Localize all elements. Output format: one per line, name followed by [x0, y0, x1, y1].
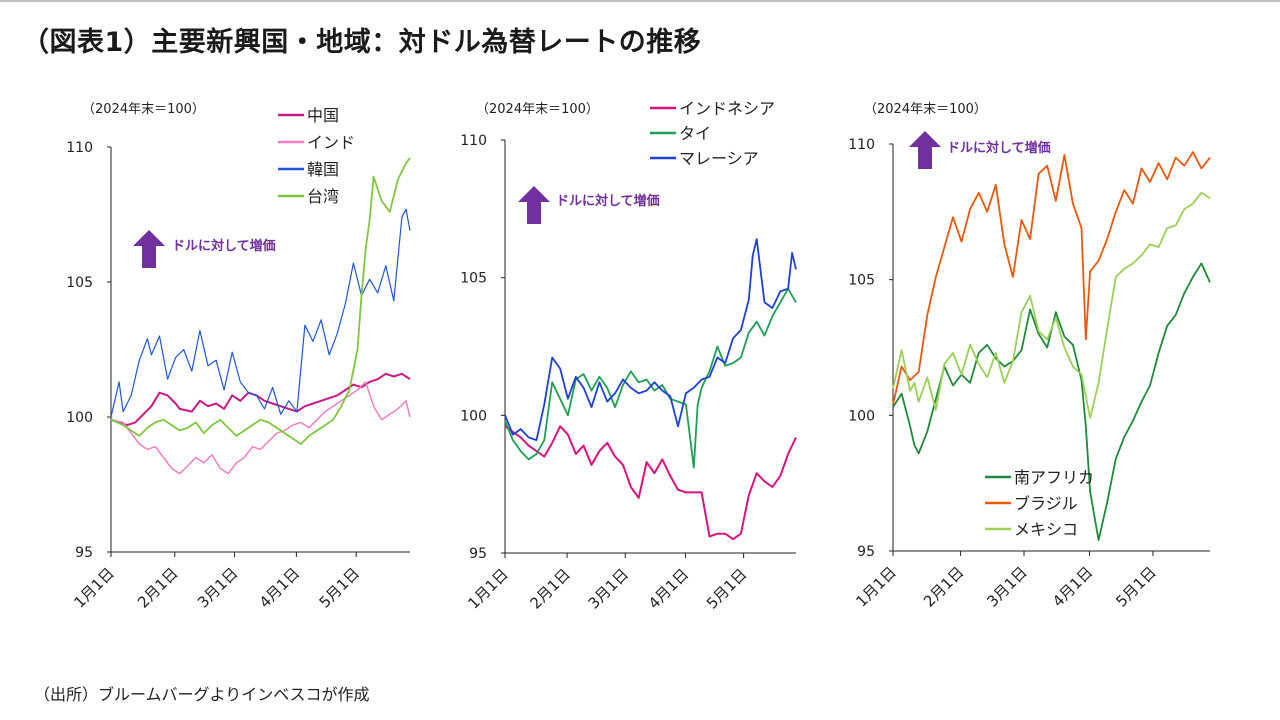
y-tick-label: 100	[66, 410, 93, 426]
x-tick-label: 1月1日	[464, 565, 511, 612]
x-tick-label: 2月1日	[134, 564, 181, 611]
legend-label: インドネシア	[679, 99, 775, 118]
series-line	[504, 287, 797, 469]
annotation-label: ドルに対して増価	[947, 140, 1051, 156]
series-line	[892, 191, 1211, 419]
chart-panel-2: （2024年末＝100） 95 100 105 110 1月1日 2月1日 3月1日 4月1日 5…	[460, 99, 797, 613]
series-line	[110, 157, 411, 445]
y-tick-label: 105	[460, 271, 487, 287]
series-line	[892, 151, 1211, 405]
page-title: （図表1）主要新興国・地域：対ドル為替レートの推移	[22, 27, 702, 58]
legend-label: インド	[307, 133, 355, 152]
up-arrow-icon	[909, 131, 941, 169]
up-arrow-icon	[518, 186, 550, 224]
source-note: （出所）ブルームバーグよりインベスコが作成	[34, 685, 370, 704]
y-tick-label: 110	[848, 137, 875, 153]
x-tick-label: 1月1日	[852, 563, 899, 610]
series-line	[504, 238, 797, 442]
series-line	[504, 425, 797, 541]
y-tick-label: 95	[857, 544, 875, 560]
y-tick-label: 110	[460, 133, 487, 149]
x-tick-label: 4月1日	[645, 565, 692, 612]
annotation-label: ドルに対して増価	[172, 238, 276, 254]
series-line	[110, 372, 411, 427]
unit-label: （2024年末＝100）	[864, 102, 987, 117]
unit-label: （2024年末＝100）	[82, 102, 205, 117]
y-tick-label: 100	[848, 408, 875, 424]
y-tick-label: 105	[848, 273, 875, 289]
legend-label: タイ	[679, 124, 711, 143]
annotation-label: ドルに対して増価	[556, 193, 660, 209]
chart-panel-3: （2024年末＝100） 95 100 105 110 1月1日 2月1日 3月1日 4月1日 5…	[848, 102, 1211, 611]
x-tick-label: 3月1日	[194, 564, 241, 611]
y-tick-label: 95	[75, 545, 93, 561]
y-tick-label: 105	[66, 275, 93, 291]
legend-label: 台湾	[307, 187, 339, 206]
x-tick-label: 3月1日	[983, 563, 1030, 610]
series-line	[110, 381, 411, 475]
x-tick-label: 4月1日	[256, 564, 303, 611]
x-tick-label: 3月1日	[585, 565, 632, 612]
legend-label: マレーシア	[679, 149, 759, 168]
chart-panel-1: （2024年末＝100） 95 100 105 110 1月1日 2月1日 3月1日 4月1日 5…	[66, 102, 411, 612]
unit-label: （2024年末＝100）	[476, 102, 599, 117]
x-tick-label: 5月1日	[316, 564, 363, 611]
up-arrow-icon	[133, 230, 165, 268]
y-tick-label: 110	[66, 140, 93, 156]
x-tick-label: 2月1日	[920, 563, 967, 610]
legend-label: 韓国	[307, 160, 339, 179]
legend-label: 中国	[307, 106, 339, 125]
x-tick-label: 2月1日	[526, 565, 573, 612]
y-tick-label: 95	[469, 546, 487, 562]
x-tick-label: 4月1日	[1049, 563, 1096, 610]
x-tick-label: 1月1日	[70, 564, 117, 611]
x-tick-label: 5月1日	[703, 565, 750, 612]
x-tick-label: 5月1日	[1112, 563, 1159, 610]
legend-label: メキシコ	[1014, 520, 1078, 539]
legend-label: ブラジル	[1014, 494, 1078, 513]
y-tick-label: 100	[460, 408, 487, 424]
series-line	[110, 208, 411, 418]
top-rule	[0, 0, 1280, 2]
legend-label: 南アフリカ	[1014, 468, 1094, 487]
